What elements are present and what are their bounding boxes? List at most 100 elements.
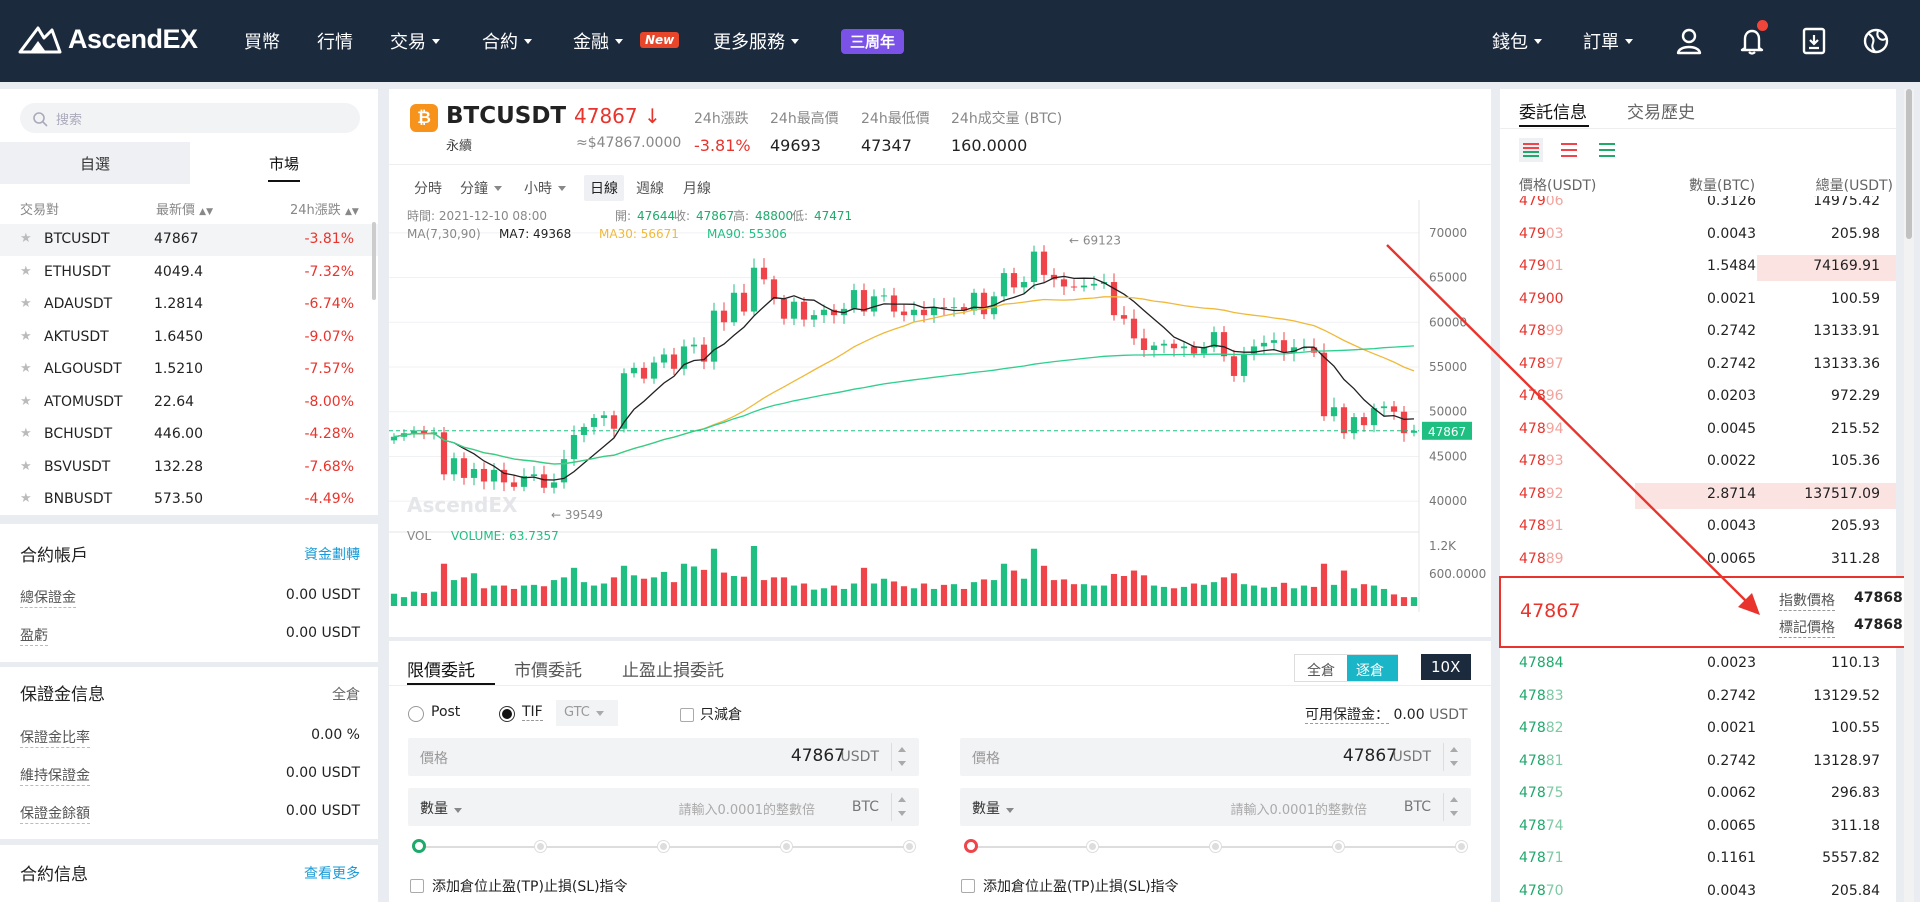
cross-margin-button[interactable]: 全倉	[1307, 663, 1335, 679]
tf-minute[interactable]: 分鐘	[460, 178, 502, 198]
tab-trade-history[interactable]: 交易歷史	[1627, 103, 1695, 123]
view-more-link[interactable]: 查看更多	[304, 866, 360, 882]
sell-tpsl-checkbox[interactable]	[961, 879, 975, 893]
tab-tpsl-order[interactable]: 止盈止損委託	[622, 661, 724, 681]
ask-row[interactable]: 47901 1.5484 74169.91	[1500, 251, 1896, 283]
book-asks-icon[interactable]	[1557, 138, 1581, 162]
market-search-input[interactable]: 搜索	[20, 103, 360, 133]
market-row[interactable]: ★ ALGOUSDT 1.5210 -7.57%	[0, 354, 378, 386]
ask-row[interactable]: 47906 0.3126 14975.42	[1500, 196, 1896, 218]
slider-step[interactable]	[535, 841, 546, 852]
field-label[interactable]: 數量	[420, 798, 462, 818]
nav-more-services[interactable]: 更多服務	[713, 28, 799, 54]
anniversary-badge[interactable]: 三周年	[841, 29, 905, 54]
star-icon[interactable]: ★	[20, 458, 32, 474]
transfer-link[interactable]: 資金劃轉	[304, 547, 360, 563]
tab-order-book[interactable]: 委託信息	[1519, 103, 1587, 123]
book-bids-icon[interactable]	[1595, 138, 1619, 162]
tab-limit-order[interactable]: 限價委託	[407, 661, 475, 681]
star-icon[interactable]: ★	[20, 231, 32, 246]
slider-step[interactable]	[1333, 841, 1344, 852]
scrollbar-thumb[interactable]	[1906, 89, 1912, 239]
ask-row[interactable]: 47903 0.0043 205.98	[1500, 219, 1896, 251]
ask-row[interactable]: 47889 0.0065 311.28	[1500, 544, 1896, 573]
market-row[interactable]: ★ AKTUSDT 1.6450 -9.07%	[0, 322, 378, 354]
star-icon[interactable]: ★	[20, 361, 32, 376]
page-scrollbar[interactable]	[1904, 89, 1914, 902]
ask-row[interactable]: 47891 0.0043 205.93	[1500, 511, 1896, 543]
leverage-button[interactable]: 10X	[1421, 654, 1471, 680]
tf-day[interactable]: 日線	[584, 175, 624, 201]
ask-row[interactable]: 47900 0.0021 100.59	[1500, 284, 1896, 316]
bid-row[interactable]: 47884 0.0023 110.13	[1500, 648, 1896, 680]
star-icon[interactable]: ★	[20, 393, 32, 409]
bid-row[interactable]: 47882 0.0021 100.55	[1500, 713, 1896, 745]
market-row[interactable]: ★ BNBUSDT 573.50 -4.49%	[0, 484, 378, 516]
user-icon[interactable]	[1674, 26, 1704, 56]
tab-favorites[interactable]: 自選	[0, 142, 190, 184]
bid-row[interactable]: 47881 0.2742 13128.97	[1500, 746, 1896, 778]
field-label[interactable]: 數量	[972, 798, 1014, 818]
stepper-icon[interactable]	[1443, 743, 1463, 771]
market-row[interactable]: ★ BCHUSDT 446.00 -4.28%	[0, 419, 378, 451]
download-icon[interactable]	[1799, 26, 1829, 56]
ask-row[interactable]: 47897 0.2742 13133.36	[1500, 349, 1896, 381]
bid-row[interactable]: 47874 0.0065 311.18	[1500, 811, 1896, 843]
candlestick-chart[interactable]: 70000 65000 60000 55000 50000 45000 40000 Ascen…	[389, 200, 1491, 612]
bid-row[interactable]: 47883 0.2742 13129.52	[1500, 681, 1896, 713]
slider-step[interactable]	[658, 841, 669, 852]
bid-row[interactable]: 47871 0.1161 5557.82	[1500, 843, 1896, 875]
market-row[interactable]: ★ BSVUSDT 132.28 -7.68%	[0, 452, 378, 484]
stepper-icon[interactable]	[891, 793, 911, 821]
slider-step[interactable]	[781, 841, 792, 852]
market-row[interactable]: ★ ATOMUSDT 22.64 -8.00%	[0, 387, 378, 419]
nav-buy-crypto[interactable]: 買幣	[244, 28, 280, 54]
slider-step[interactable]	[1210, 841, 1221, 852]
buy-quantity-input[interactable]: 數量 請輸入0.0001的整數倍 BTC	[408, 788, 919, 826]
ask-row[interactable]: 47894 0.0045 215.52	[1500, 414, 1896, 446]
slider-step[interactable]	[904, 841, 915, 852]
market-row[interactable]: ★ ADAUSDT 1.2814 -6.74%	[0, 289, 378, 321]
nav-wallet[interactable]: 錢包	[1492, 28, 1542, 54]
star-icon[interactable]: ★	[20, 426, 32, 441]
buy-tpsl-checkbox[interactable]	[410, 879, 424, 893]
slider-step[interactable]	[1087, 841, 1098, 852]
star-icon[interactable]: ★	[20, 328, 32, 344]
ascendex-logo[interactable]: AscendEX	[18, 21, 198, 57]
market-row[interactable]: ★ BTCUSDT 47867 -3.81%	[0, 224, 378, 256]
star-icon[interactable]: ★	[20, 491, 32, 506]
gtc-select[interactable]: GTC	[556, 700, 618, 726]
tab-market[interactable]: 市場	[190, 142, 378, 184]
nav-markets[interactable]: 行情	[317, 28, 353, 54]
book-both-icon[interactable]	[1519, 138, 1543, 162]
bid-row[interactable]: 47870 0.0043 205.84	[1500, 876, 1896, 902]
tf-timeline[interactable]: 分時	[414, 178, 442, 198]
buy-price-input[interactable]: 價格 47867 USDT	[408, 738, 919, 776]
bid-row[interactable]: 47875 0.0062 296.83	[1500, 778, 1896, 810]
star-icon[interactable]: ★	[20, 263, 32, 279]
slider-step[interactable]	[412, 839, 426, 853]
bell-icon[interactable]	[1737, 26, 1767, 56]
nav-futures[interactable]: 合約	[482, 28, 532, 54]
stepper-icon[interactable]	[1443, 793, 1463, 821]
ask-row[interactable]: 47896 0.0203 972.29	[1500, 381, 1896, 413]
nav-trade[interactable]: 交易	[390, 28, 440, 54]
reduce-only-checkbox[interactable]	[680, 708, 694, 722]
star-icon[interactable]: ★	[20, 296, 32, 311]
sell-price-input[interactable]: 價格 47867 USDT	[960, 738, 1471, 776]
globe-icon[interactable]	[1861, 26, 1891, 56]
symbol-title[interactable]: BTCUSDT	[446, 103, 567, 129]
tf-week[interactable]: 週線	[636, 178, 664, 198]
slider-step[interactable]	[1456, 841, 1467, 852]
ask-row[interactable]: 47899 0.2742 13133.91	[1500, 316, 1896, 348]
post-radio[interactable]	[408, 706, 424, 722]
tab-market-order[interactable]: 市價委託	[514, 661, 582, 681]
slider-step[interactable]	[964, 839, 978, 853]
tif-radio[interactable]	[499, 706, 515, 722]
tf-hour[interactable]: 小時	[524, 178, 566, 198]
market-row[interactable]: ★ ETHUSDT 4049.4 -7.32%	[0, 257, 378, 289]
col-24h-change[interactable]: 24h漲跌 ▲▼	[290, 199, 359, 218]
ask-row[interactable]: 47892 2.8714 137517.09	[1500, 479, 1896, 511]
nav-orders[interactable]: 訂單	[1583, 28, 1633, 54]
nav-finance[interactable]: 金融	[573, 28, 623, 54]
